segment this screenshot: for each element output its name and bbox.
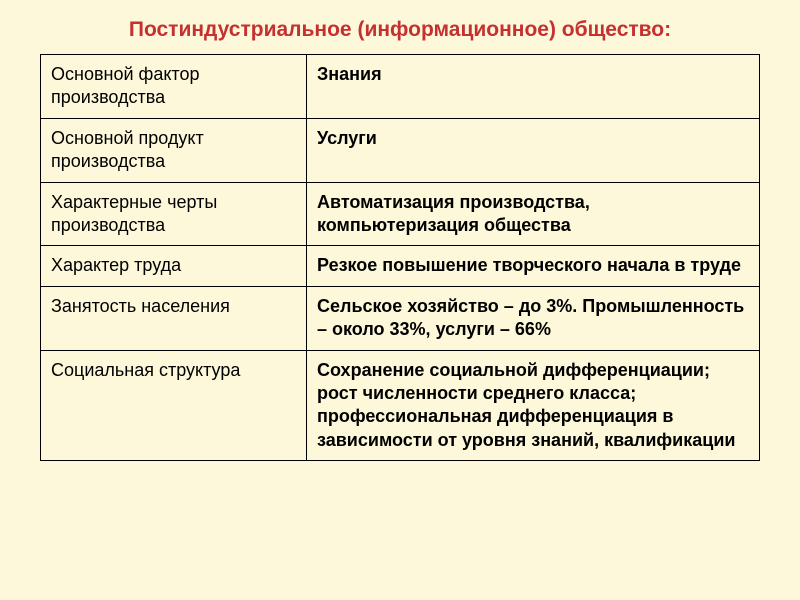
row-value: Сельское хозяйство – до 3%. Промышленнос… [307, 286, 760, 350]
table-row: Характер труда Резкое повышение творческ… [41, 246, 760, 286]
table-body: Основной фактор производства Знания Осно… [41, 55, 760, 461]
table-row: Характерные черты производства Автоматиз… [41, 182, 760, 246]
row-value: Знания [307, 55, 760, 119]
table-row: Основной продукт производства Услуги [41, 118, 760, 182]
row-label: Основной фактор производства [41, 55, 307, 119]
table-row: Занятость населения Сельское хозяйство –… [41, 286, 760, 350]
row-value: Автоматизация производства, компьютериза… [307, 182, 760, 246]
characteristics-table: Основной фактор производства Знания Осно… [40, 54, 760, 461]
row-value: Сохранение социальной дифференциации; ро… [307, 350, 760, 461]
row-label: Основной продукт производства [41, 118, 307, 182]
table-row: Социальная структура Сохранение социальн… [41, 350, 760, 461]
page-title: Постиндустриальное (информационное) обще… [40, 18, 760, 42]
row-label: Характер труда [41, 246, 307, 286]
row-value: Услуги [307, 118, 760, 182]
row-label: Занятость населения [41, 286, 307, 350]
table-row: Основной фактор производства Знания [41, 55, 760, 119]
row-label: Социальная структура [41, 350, 307, 461]
row-value: Резкое повышение творческого начала в тр… [307, 246, 760, 286]
row-label: Характерные черты производства [41, 182, 307, 246]
